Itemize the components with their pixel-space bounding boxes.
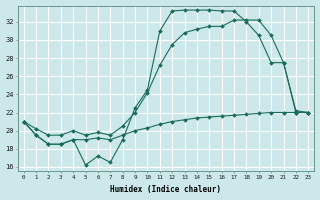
X-axis label: Humidex (Indice chaleur): Humidex (Indice chaleur) bbox=[110, 185, 221, 194]
